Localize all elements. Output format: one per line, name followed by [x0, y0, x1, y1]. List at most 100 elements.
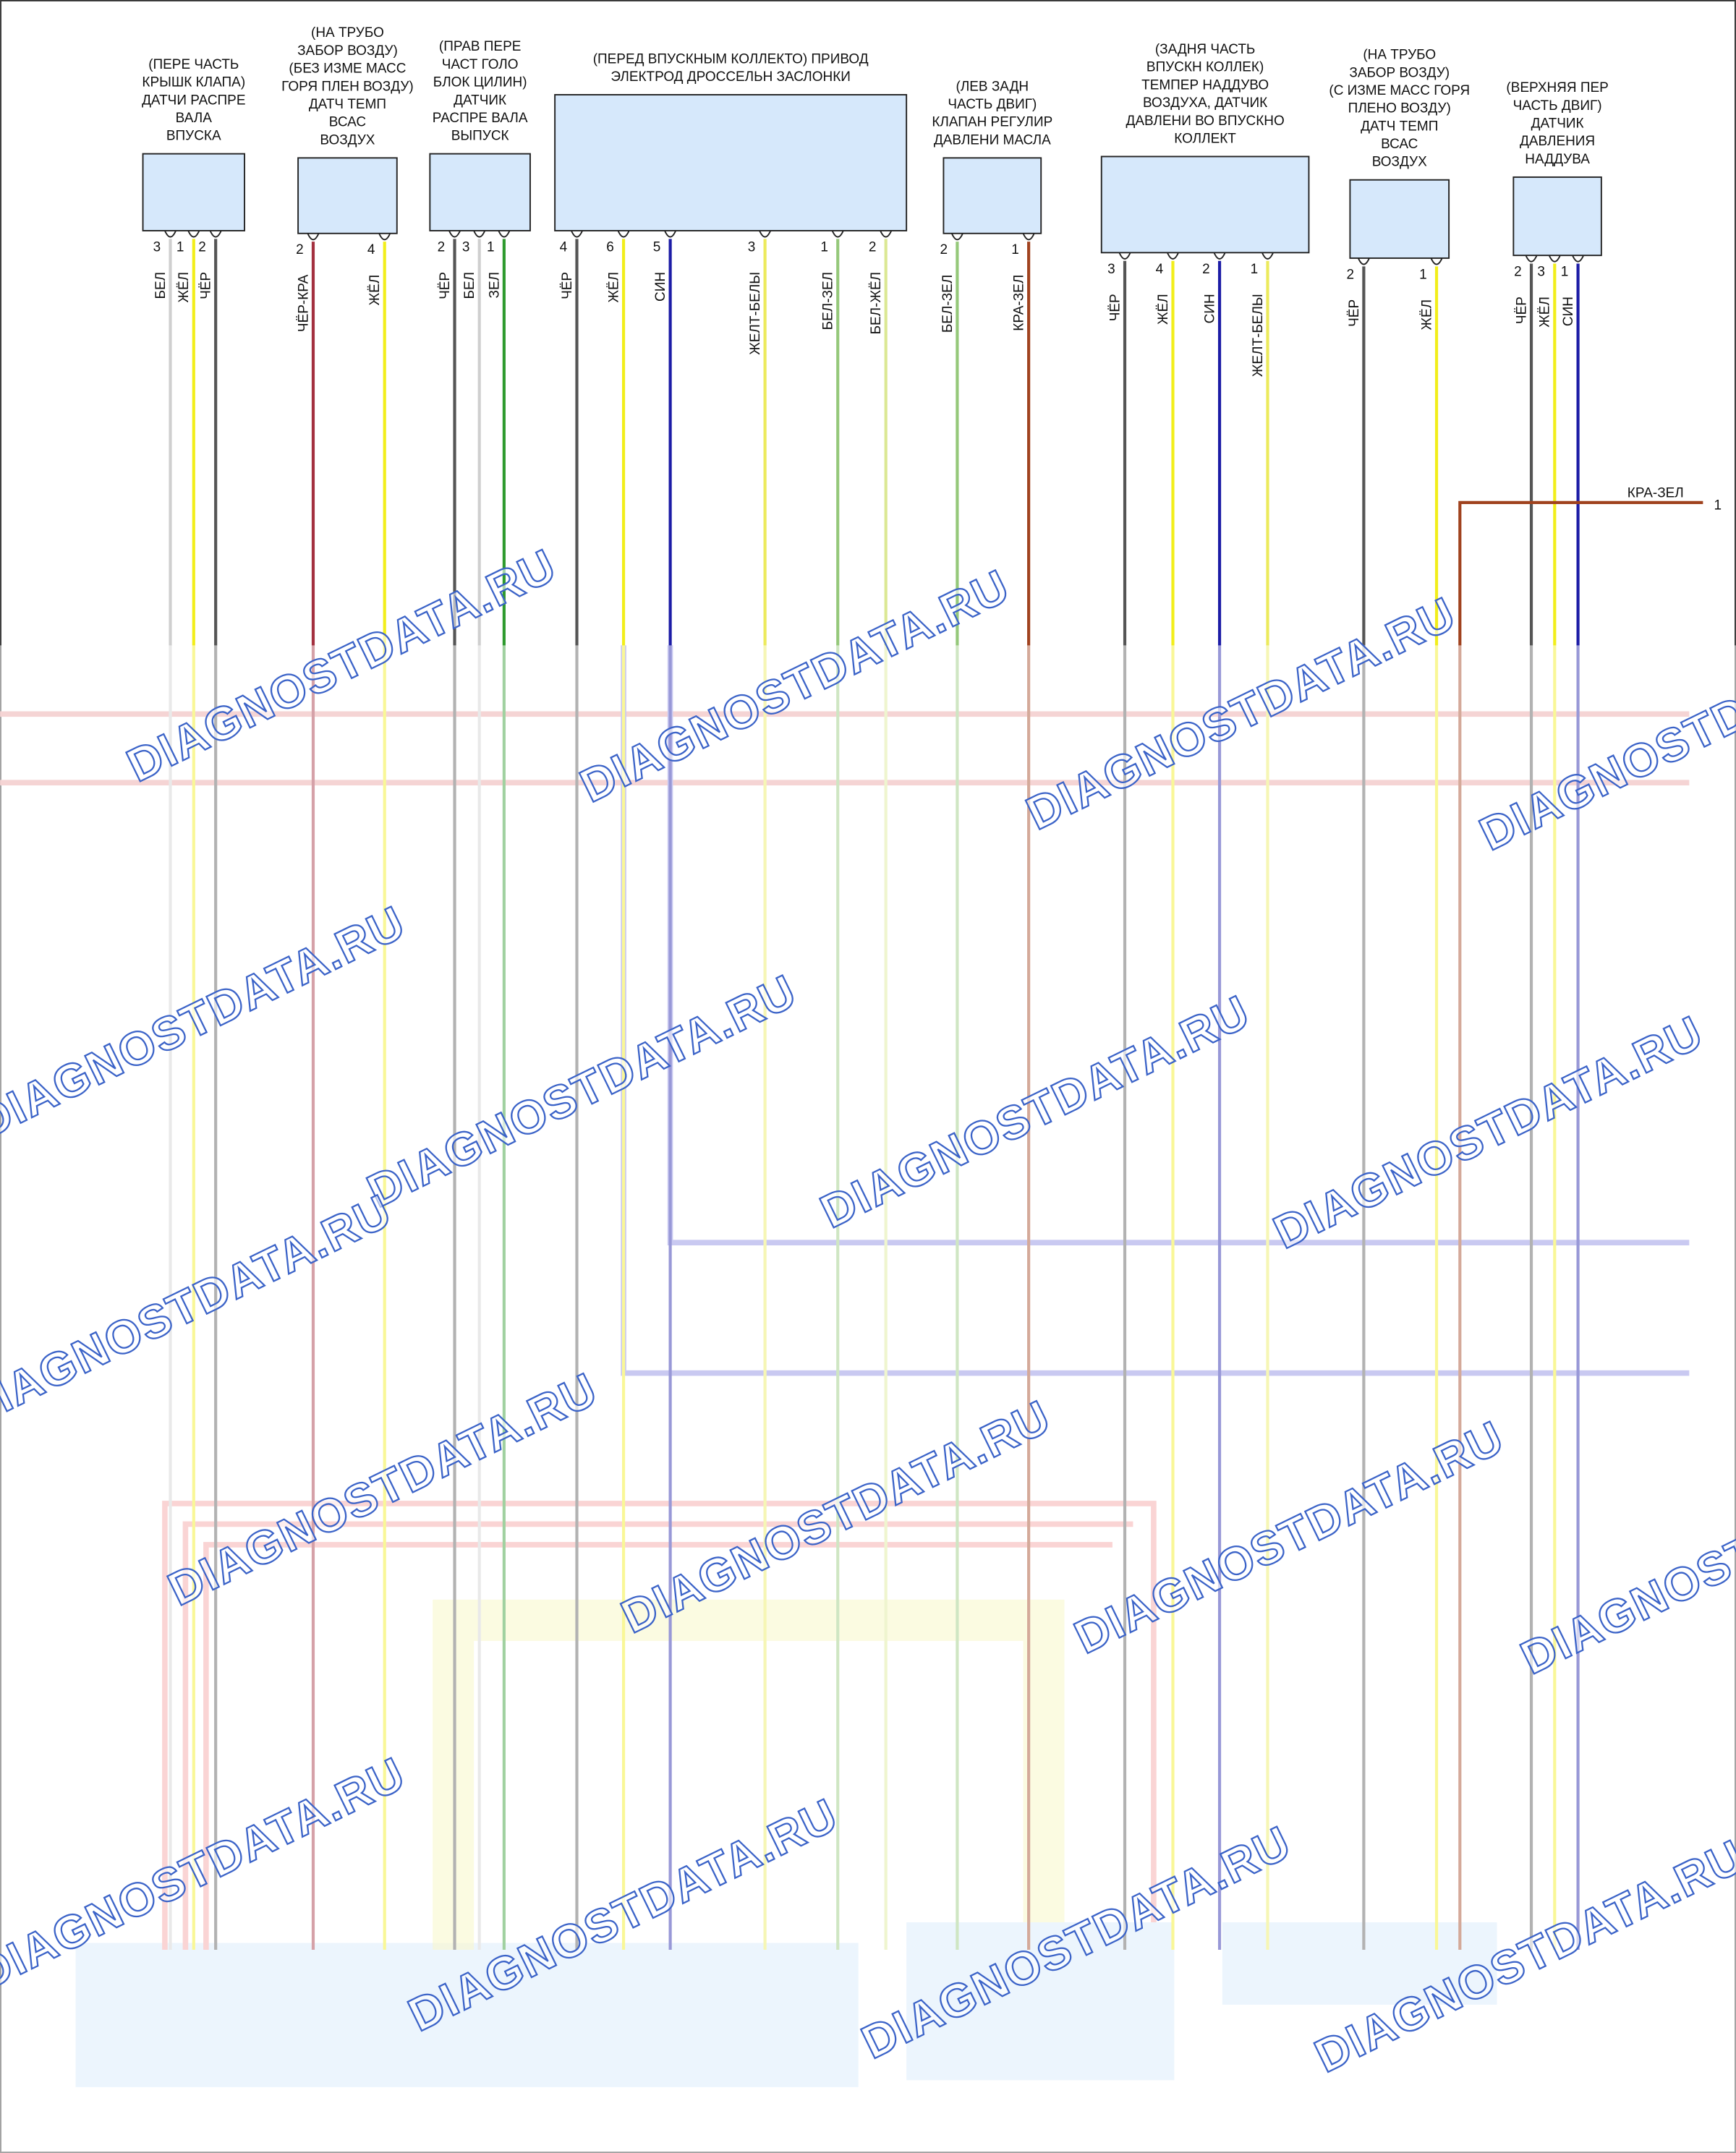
component-label: КРЫШК КЛАПА): [142, 75, 245, 90]
pin-number: 1: [1714, 498, 1722, 513]
pin-number: 1: [487, 239, 495, 255]
component-label: ДАВЛЕНИ ВО ВПУСКНО: [1126, 114, 1284, 129]
wire-label: ЧЁР: [1107, 294, 1123, 321]
pin-number: 1: [1251, 262, 1259, 277]
wire-label: ЖЁЛ: [176, 272, 192, 303]
component-label: ВОЗДУХ: [320, 132, 375, 148]
pin-number: 2: [1514, 265, 1522, 280]
pin-number: 2: [940, 242, 948, 257]
connector: [664, 230, 677, 238]
connector: [950, 233, 963, 241]
connector: [307, 233, 320, 241]
component-box: [1349, 179, 1450, 259]
wire-label: БЕЛ-ЗЕЛ: [821, 272, 836, 330]
component-box: [429, 153, 531, 231]
pin-number: 3: [1537, 265, 1545, 280]
connector: [473, 230, 486, 238]
connector: [1548, 255, 1561, 263]
component-label: ЭЛЕКТРОД ДРОССЕЛЬН ЗАСЛОНКИ: [610, 69, 851, 85]
wire-label: ЖЁЛ: [1538, 297, 1553, 328]
component-label: (ПЕРЕ ЧАСТЬ: [148, 57, 239, 72]
connector: [1213, 252, 1226, 260]
pin-number: 1: [1011, 242, 1019, 257]
connector: [1525, 255, 1538, 263]
component-label: ГОРЯ ПЛЕН ВОЗДУ): [281, 79, 414, 94]
connector: [1357, 257, 1370, 265]
wire-label: БЕЛ: [153, 272, 169, 299]
component-label: ЧАСТЬ ДВИГ): [1513, 98, 1602, 114]
connector: [498, 230, 511, 238]
wire-label: БЕЛ-ЖЁЛ: [869, 272, 884, 335]
component-label: ДАТЧ ТЕМП: [309, 97, 386, 112]
component-label: (ЛЕВ ЗАДН: [956, 79, 1029, 94]
component-label: ВПУСКА: [166, 129, 221, 144]
pin-number: 1: [1561, 265, 1569, 280]
connector: [880, 230, 893, 238]
component-label: ЗАБОР ВОЗДУ): [1349, 65, 1450, 80]
component-label: (НА ТРУБО: [311, 25, 384, 40]
component-label: РАСПРЕ ВАЛА: [433, 111, 528, 126]
wire-label: ЧЁР: [199, 272, 214, 299]
connector: [209, 230, 222, 238]
component-label: ВСАС: [329, 115, 366, 130]
component-label: (БЕЗ ИЗМЕ МАСС: [289, 61, 406, 77]
pin-number: 2: [438, 239, 446, 255]
wire-label: ЧЁР-КРА: [296, 274, 311, 332]
connector: [831, 230, 844, 238]
component-label: ТЕМПЕР НАДДУВО: [1141, 77, 1269, 93]
component-label: ДАВЛЕНИ МАСЛА: [934, 132, 1051, 148]
connector: [448, 230, 461, 238]
pin-number: 1: [820, 239, 828, 255]
component-label: ДАТЧ ТЕМП: [1361, 119, 1438, 134]
connector: [1118, 252, 1131, 260]
wire-label: КРА-ЗЕЛ: [1628, 485, 1684, 500]
wire-label: ЧЁР: [1347, 299, 1362, 327]
wire-label: КРА-ЗЕЛ: [1012, 275, 1027, 331]
component-label: (С ИЗМЕ МАСС ГОРЯ: [1329, 83, 1470, 98]
pin-number: 5: [653, 239, 661, 255]
component-label: НАДДУВА: [1525, 152, 1590, 167]
wire-label: ЖЁЛ: [1156, 294, 1171, 325]
component-label: ЗАБОР ВОЗДУ): [297, 43, 398, 59]
component-box: [142, 153, 245, 231]
wire-label: ЧЁР: [438, 272, 453, 299]
pin-number: 4: [560, 239, 568, 255]
blur-overlay: [0, 645, 1736, 2153]
component-box: [554, 94, 908, 231]
wire-label: БЕЛ-ЗЕЛ: [940, 275, 956, 333]
wire-label: ЧЁР: [560, 272, 575, 299]
foreground: (ПЕРЕ ЧАСТЬ КРЫШК КЛАПА) ДАТЧИ РАСПРЕ ВАЛА В…: [142, 25, 1722, 513]
connector: [1572, 255, 1585, 263]
connector: [759, 230, 772, 238]
component-label: ВСАС: [1381, 137, 1418, 152]
pin-number: 4: [1156, 262, 1164, 277]
connector: [164, 230, 176, 238]
pin-number: 2: [1347, 267, 1355, 282]
component-label: ВЫПУСК: [451, 129, 509, 144]
pin-number: 1: [1419, 267, 1427, 282]
component-label: ДАТЧИ РАСПРЕ: [142, 93, 245, 108]
component-label: (ПЕРЕД ВПУСКНЫМ КОЛЛЕКТО) ПРИВОД: [593, 51, 869, 67]
pin-number: 2: [1202, 262, 1210, 277]
pin-number: 3: [153, 239, 161, 255]
pin-number: 2: [296, 242, 304, 257]
connector: [617, 230, 630, 238]
component-label: ВОЗДУХ: [1372, 155, 1427, 170]
wire-label: СИН: [1561, 297, 1576, 326]
wire-label: ЖЕЛТ-БЕЛЫ: [748, 272, 763, 355]
wire-label: СИН: [653, 272, 668, 302]
pin-number: 1: [176, 239, 184, 255]
component-label: (ЗАДНЯ ЧАСТЬ: [1155, 42, 1256, 57]
component-label: БЛОК ЦИЛИН): [433, 75, 527, 90]
pin-number: 4: [367, 242, 375, 257]
component-label: ВОЗДУХА, ДАТЧИК: [1143, 95, 1267, 111]
pin-number: 6: [606, 239, 614, 255]
connector: [1430, 257, 1443, 265]
connector: [1022, 233, 1035, 241]
component-label: (ВЕРХНЯЯ ПЕР: [1506, 80, 1608, 95]
pin-number: 2: [198, 239, 206, 255]
connector: [1167, 252, 1179, 260]
component-label: ДАТЧИК: [454, 93, 506, 108]
wire-label: ЖЁЛ: [606, 272, 621, 303]
